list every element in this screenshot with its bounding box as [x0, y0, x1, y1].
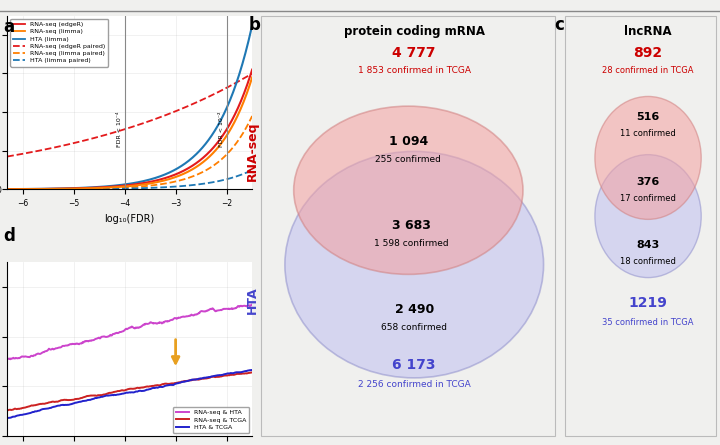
- HTA & TCGA: [83, 397, 91, 403]
- Text: HTA: HTA: [246, 287, 259, 314]
- Text: 1 598 confirmed: 1 598 confirmed: [374, 239, 449, 248]
- RNA-seq & TCGA: [180, 379, 189, 384]
- Text: 17 confirmed: 17 confirmed: [620, 194, 676, 203]
- Ellipse shape: [595, 155, 701, 278]
- RNA-seq & TCGA: [83, 393, 91, 399]
- HTA & TCGA: [181, 379, 189, 384]
- RNA-seq & TCGA: [157, 382, 166, 388]
- RNA-seq & TCGA: [32, 402, 41, 408]
- Text: 1 094: 1 094: [389, 135, 428, 148]
- Text: 892: 892: [634, 46, 662, 60]
- X-axis label: log₁₀(FDR): log₁₀(FDR): [104, 214, 155, 224]
- Text: protein coding mRNA: protein coding mRNA: [343, 25, 485, 38]
- Text: RNA-seq: RNA-seq: [246, 121, 259, 181]
- Text: a: a: [4, 18, 14, 36]
- Text: 3 683: 3 683: [392, 219, 431, 232]
- Text: 843: 843: [636, 240, 660, 250]
- RNA-seq & HTA: [180, 314, 189, 320]
- Text: 376: 376: [636, 177, 660, 187]
- RNA-seq & HTA: [6, 356, 14, 362]
- Text: 6 173: 6 173: [392, 358, 436, 372]
- Text: 1219: 1219: [629, 296, 667, 311]
- HTA & TCGA: [100, 393, 109, 399]
- RNA-seq & HTA: [33, 351, 42, 356]
- Text: 516: 516: [636, 113, 660, 122]
- Text: 4 777: 4 777: [392, 46, 436, 60]
- Text: 255 confirmed: 255 confirmed: [375, 155, 441, 164]
- Ellipse shape: [285, 151, 544, 378]
- Text: 18 confirmed: 18 confirmed: [620, 257, 676, 266]
- RNA-seq & HTA: [84, 338, 92, 344]
- RNA-seq & HTA: [101, 334, 109, 340]
- Legend: RNA-seq & HTA, RNA-seq & TCGA, HTA & TCGA: RNA-seq & HTA, RNA-seq & TCGA, HTA & TCG…: [173, 407, 249, 433]
- Text: b: b: [248, 16, 260, 33]
- RNA-seq & HTA: [3, 356, 12, 361]
- RNA-seq & HTA: [181, 314, 190, 319]
- RNA-seq & TCGA: [181, 378, 189, 384]
- RNA-seq & TCGA: [3, 408, 12, 413]
- Ellipse shape: [595, 97, 701, 219]
- Text: 28 confirmed in TCGA: 28 confirmed in TCGA: [603, 66, 694, 75]
- Ellipse shape: [294, 106, 523, 275]
- HTA & TCGA: [248, 368, 256, 373]
- RNA-seq & HTA: [158, 321, 166, 326]
- Line: HTA & TCGA: HTA & TCGA: [7, 370, 252, 418]
- HTA & TCGA: [180, 379, 189, 384]
- Text: 2 256 confirmed in TCGA: 2 256 confirmed in TCGA: [358, 380, 471, 389]
- HTA & TCGA: [32, 409, 41, 414]
- HTA & TCGA: [3, 415, 12, 421]
- Text: 35 confirmed in TCGA: 35 confirmed in TCGA: [603, 318, 694, 328]
- HTA & TCGA: [157, 384, 166, 389]
- Text: lncRNA: lncRNA: [624, 25, 672, 38]
- RNA-seq & TCGA: [100, 392, 109, 397]
- Text: c: c: [554, 16, 564, 33]
- Text: d: d: [4, 227, 15, 245]
- Legend: RNA-seq (edgeR), RNA-seq (limma), HTA (limma), RNA-seq (edgeR paired), RNA-seq (: RNA-seq (edgeR), RNA-seq (limma), HTA (l…: [10, 19, 108, 67]
- Text: 658 confirmed: 658 confirmed: [381, 323, 447, 332]
- Text: 11 confirmed: 11 confirmed: [620, 129, 676, 138]
- RNA-seq & HTA: [248, 302, 256, 307]
- Line: RNA-seq & TCGA: RNA-seq & TCGA: [7, 372, 252, 410]
- Text: 1 853 confirmed in TCGA: 1 853 confirmed in TCGA: [358, 66, 471, 75]
- Text: FDR < 10⁻²: FDR < 10⁻²: [219, 111, 224, 147]
- Line: RNA-seq & HTA: RNA-seq & HTA: [7, 304, 252, 359]
- HTA & TCGA: [247, 367, 256, 372]
- RNA-seq & TCGA: [248, 370, 256, 375]
- Text: 2 490: 2 490: [395, 303, 434, 316]
- Text: FDR < 10⁻⁴: FDR < 10⁻⁴: [117, 111, 122, 147]
